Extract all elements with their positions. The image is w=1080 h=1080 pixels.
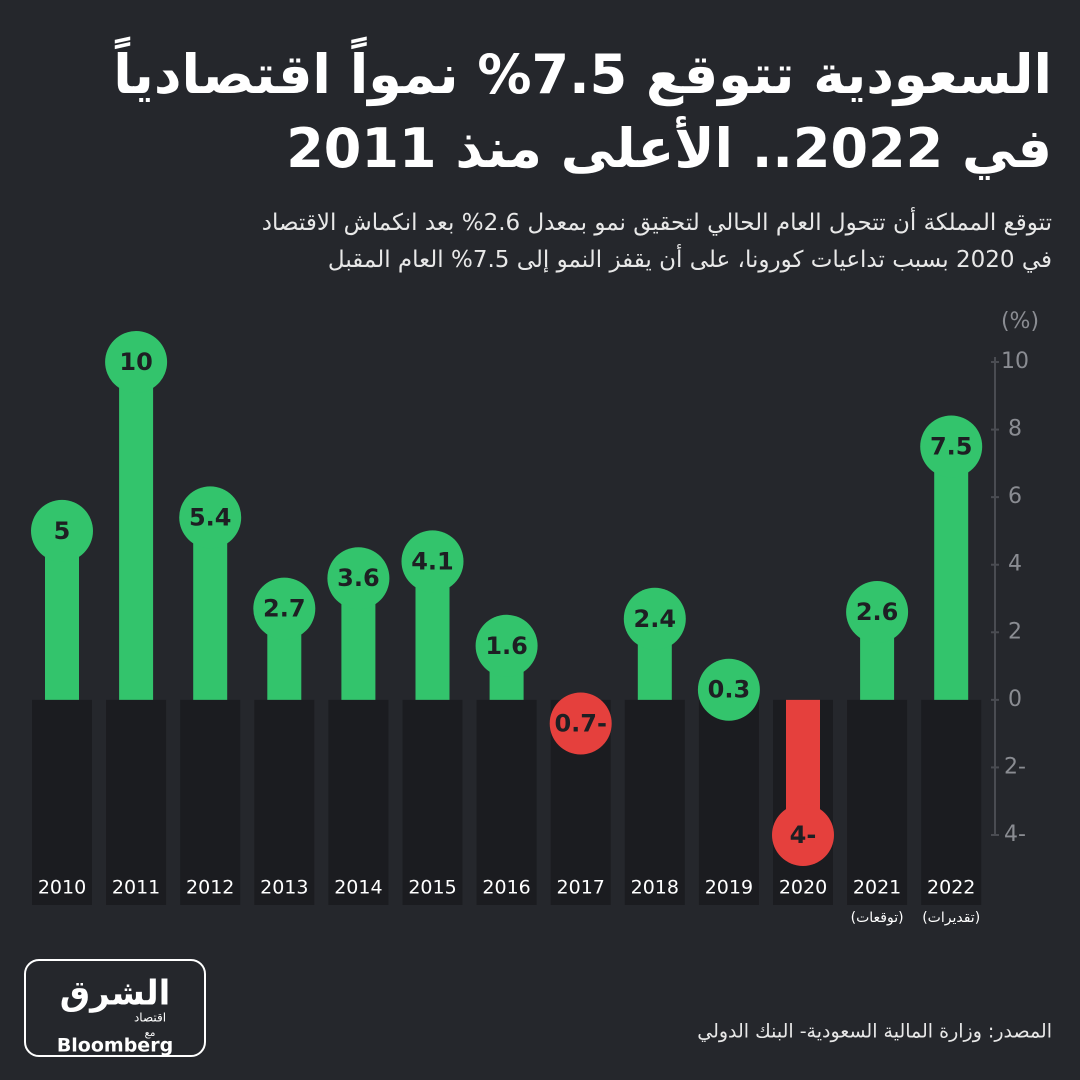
bar-cap	[623, 587, 686, 650]
x-tick-label: 2022	[927, 877, 975, 899]
logo-with: مع	[145, 1028, 156, 1039]
logo-frame	[24, 959, 206, 1057]
value-label: 7.5	[930, 432, 973, 460]
bar-cap	[772, 804, 834, 866]
x-tick-label: 2018	[631, 877, 679, 899]
column-bg	[180, 699, 241, 905]
bar-cap	[549, 692, 612, 755]
column-bg	[106, 699, 167, 905]
x-tick-label: 2012	[186, 877, 234, 899]
x-tick-label: 2015	[408, 877, 456, 899]
y-tick-label: 4-	[1004, 822, 1026, 847]
bar-cap	[31, 499, 93, 562]
y-tick-label: 10	[1001, 349, 1029, 374]
y-tick-label: 6	[1008, 484, 1022, 509]
column-bg	[328, 699, 389, 905]
x-tick-label: 2013	[260, 877, 308, 899]
y-tick-label: 4	[1008, 552, 1022, 577]
value-label: 5	[54, 517, 71, 545]
bar-cap	[105, 331, 168, 393]
x-tick-label: 2014	[334, 877, 382, 899]
value-label: 2.6	[856, 598, 899, 626]
value-label: 1.6	[485, 632, 528, 660]
value-label: 0.3	[708, 676, 751, 704]
column-bg	[698, 699, 759, 905]
bar-cap	[920, 415, 983, 478]
x-tick-label: 2019	[705, 877, 753, 899]
value-label: 2.7	[263, 595, 306, 623]
value-label: 3.6	[337, 564, 380, 592]
logo-partner: Bloomberg	[57, 1035, 173, 1057]
bar-cap	[846, 581, 909, 644]
column-bg	[402, 699, 463, 905]
bar-cap	[401, 530, 464, 593]
value-label: 2.4	[634, 605, 677, 633]
source: المصدر: وزارة المالية السعودية- البنك ال…	[697, 1021, 1052, 1043]
column-bg	[624, 699, 685, 905]
value-label: 4-	[790, 821, 817, 849]
value-label: 4.1	[411, 547, 454, 575]
y-axis-label: (%)	[1001, 309, 1039, 334]
y-tick-label: 2	[1008, 619, 1022, 644]
bar-cap	[327, 547, 390, 610]
x-tick-label: 2021	[853, 877, 901, 899]
column-bg	[847, 699, 908, 905]
value-label: 0.7-	[554, 710, 606, 738]
column-bg	[476, 699, 537, 905]
subtitle-line: تتوقع المملكة أن تتحول العام الحالي لتحق…	[261, 210, 1052, 236]
x-tick-label: 2010	[38, 877, 86, 899]
logo-name: الشرق	[60, 974, 171, 1014]
logo-sub: اقتصاد	[134, 1011, 166, 1025]
bar-cap	[697, 658, 760, 721]
value-label: 10	[119, 348, 152, 376]
annotation: (توقعات)	[851, 910, 904, 926]
title-line: السعودية تتوقع 7.5% نمواً اقتصادياً	[113, 43, 1052, 106]
bar-cap	[475, 614, 538, 677]
bar	[934, 446, 969, 700]
bar-cap	[253, 577, 316, 640]
y-tick-label: 0	[1008, 687, 1022, 712]
annotation: (تقديرات)	[922, 910, 980, 926]
column-bg	[254, 699, 315, 905]
x-tick-label: 2016	[482, 877, 530, 899]
value-label: 5.4	[189, 503, 232, 531]
y-tick-label: 8	[1008, 417, 1022, 442]
title-line: في 2022.. الأعلى منذ 2011	[286, 117, 1052, 180]
bar	[119, 362, 154, 700]
bar-cap	[179, 486, 242, 549]
column-bg	[921, 699, 982, 905]
subtitle-line: في 2020 بسبب تداعيات كورونا، على أن يقفز…	[327, 247, 1052, 273]
y-tick-label: 2-	[1004, 754, 1026, 779]
x-tick-label: 2020	[779, 877, 827, 899]
column-bg	[32, 699, 92, 905]
x-tick-label: 2011	[112, 877, 160, 899]
x-tick-label: 2017	[557, 877, 605, 899]
